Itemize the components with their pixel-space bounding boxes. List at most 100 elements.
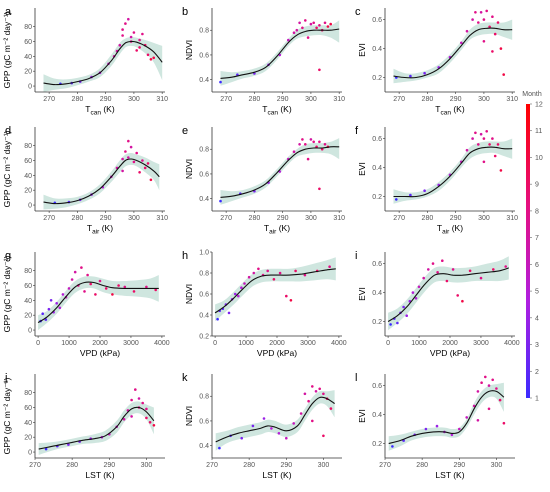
data-point bbox=[301, 26, 304, 30]
x-tick-label: 310 bbox=[156, 96, 168, 103]
data-point bbox=[480, 381, 483, 385]
data-point bbox=[504, 265, 508, 268]
panel-label: j bbox=[4, 372, 7, 384]
x-tick-label: 280 bbox=[66, 462, 78, 469]
data-point bbox=[427, 268, 430, 271]
data-point bbox=[145, 416, 148, 420]
y-axis-label: NDVI bbox=[184, 40, 194, 60]
data-point bbox=[493, 154, 497, 158]
y-tick-label: 1.0 bbox=[199, 250, 209, 257]
x-axis-label: LST (K) bbox=[262, 470, 291, 480]
data-point bbox=[322, 392, 325, 396]
x-axis-label-main: LST (K) bbox=[85, 470, 114, 480]
y-tick-label: 40 bbox=[24, 420, 32, 427]
data-point bbox=[488, 143, 491, 146]
fitted-curve bbox=[387, 267, 509, 322]
data-point bbox=[73, 270, 77, 274]
x-tick-label: 270 bbox=[206, 462, 218, 469]
panel-label: k bbox=[182, 372, 188, 384]
data-point bbox=[49, 299, 53, 302]
confidence-band bbox=[388, 256, 509, 331]
data-point bbox=[477, 143, 480, 146]
data-point bbox=[328, 265, 331, 269]
x-tick-label: 270 bbox=[393, 215, 405, 222]
y-tick-label: 0 bbox=[28, 203, 32, 210]
data-point bbox=[121, 157, 124, 161]
panel-grid: 270 280 290 300 310 0 20 40 60 80 Tcan (K) GPP (gC … bbox=[2, 6, 520, 480]
data-point bbox=[132, 290, 136, 293]
colorbar-tick-label: 8 bbox=[535, 208, 539, 215]
data-point bbox=[485, 130, 489, 133]
x-tick-label: 300 bbox=[128, 215, 140, 222]
data-point bbox=[417, 285, 421, 289]
panel-label: a bbox=[5, 6, 12, 18]
x-tick-label: 290 bbox=[280, 462, 292, 469]
x-tick-label: 290 bbox=[277, 96, 289, 103]
y-tick-label: 0.6 bbox=[372, 136, 382, 143]
data-point bbox=[122, 418, 126, 421]
data-point bbox=[499, 169, 503, 172]
plot-area bbox=[387, 256, 509, 331]
x-axis-label: Tcan (K) bbox=[262, 104, 292, 117]
panel-label: c bbox=[355, 6, 361, 18]
y-tick-label: 20 bbox=[24, 69, 32, 76]
x-tick-label: 4000 bbox=[331, 340, 347, 347]
data-point bbox=[219, 199, 222, 203]
data-point bbox=[123, 285, 127, 289]
data-point bbox=[61, 293, 65, 296]
x-axis-label: Tair (K) bbox=[87, 223, 113, 236]
panel-label: i bbox=[355, 250, 357, 262]
data-point bbox=[121, 169, 124, 173]
data-point bbox=[247, 275, 251, 279]
data-point bbox=[121, 34, 124, 37]
x-tick-label: 310 bbox=[333, 96, 345, 103]
data-point bbox=[311, 385, 314, 388]
data-point bbox=[474, 131, 477, 135]
y-tick-label: 20 bbox=[24, 435, 32, 442]
data-point bbox=[318, 387, 322, 391]
data-point bbox=[391, 445, 394, 448]
data-point bbox=[460, 41, 463, 45]
x-axis-label-unit: (K) bbox=[276, 223, 290, 233]
panel-j: 270 280 290 300 0 20 40 60 80 LST (K) GPP (gC m⁻² … bbox=[2, 372, 165, 480]
data-point bbox=[307, 399, 310, 403]
data-point bbox=[502, 73, 506, 76]
data-point bbox=[498, 398, 502, 402]
data-point bbox=[458, 427, 461, 431]
fitted-curve bbox=[388, 390, 505, 445]
data-point bbox=[465, 29, 469, 33]
panel-label: e bbox=[182, 125, 188, 137]
data-point bbox=[465, 416, 469, 419]
y-tick-label: 80 bbox=[24, 143, 32, 150]
data-point bbox=[326, 25, 330, 28]
panel-label: l bbox=[355, 372, 357, 384]
data-point bbox=[484, 375, 487, 379]
panel-b: 270 280 290 300 310 0.4 0.6 0.8 Tcan (K) NDVI b bbox=[182, 6, 345, 117]
y-tick-label: 0.8 bbox=[199, 394, 209, 401]
data-point bbox=[285, 294, 288, 298]
data-point bbox=[491, 378, 495, 382]
data-point bbox=[143, 166, 147, 170]
data-point bbox=[318, 24, 321, 27]
data-point bbox=[474, 11, 477, 14]
data-point bbox=[240, 286, 243, 290]
data-point bbox=[479, 276, 483, 280]
x-axis-label-main: T bbox=[262, 104, 267, 114]
data-point bbox=[127, 139, 130, 143]
data-point bbox=[145, 285, 148, 289]
x-tick-label: 280 bbox=[243, 462, 255, 469]
x-tick-label: 270 bbox=[220, 215, 232, 222]
data-point bbox=[451, 268, 455, 271]
x-axis-label-unit: (K) bbox=[278, 104, 292, 114]
x-tick-label: 0 bbox=[386, 340, 390, 347]
data-point bbox=[322, 434, 325, 438]
plot-area bbox=[43, 17, 163, 92]
x-tick-label: 280 bbox=[72, 96, 84, 103]
data-point bbox=[287, 38, 290, 42]
y-axis-label: EVI bbox=[357, 162, 367, 176]
x-tick-label: 280 bbox=[249, 215, 261, 222]
data-point bbox=[86, 273, 89, 277]
data-point bbox=[314, 390, 318, 393]
x-tick-label: 290 bbox=[450, 96, 462, 103]
